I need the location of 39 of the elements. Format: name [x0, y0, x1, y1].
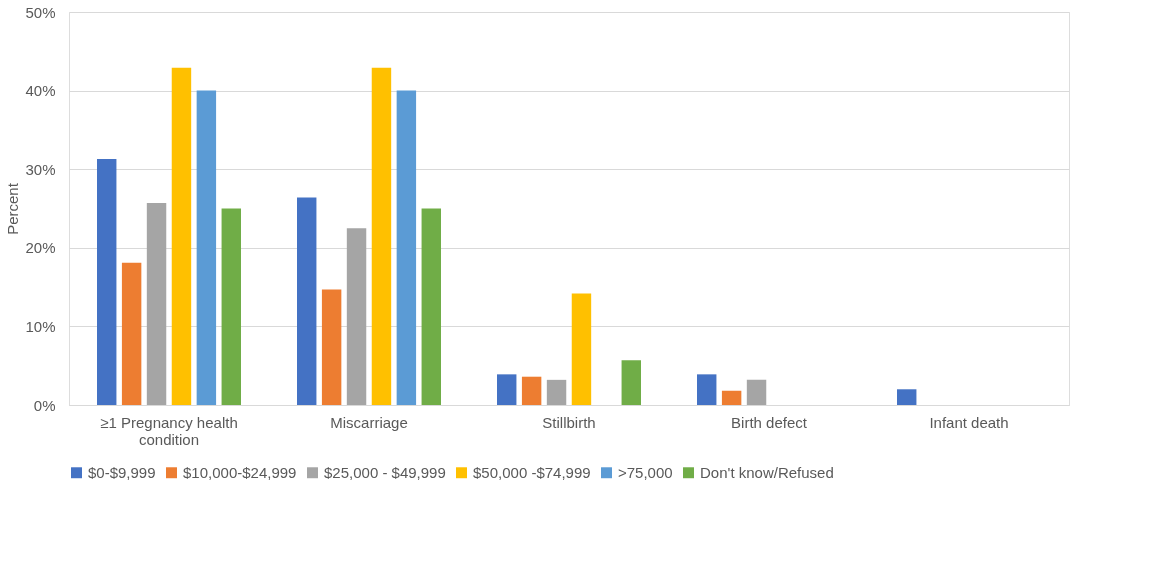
y-tick-label: 30%	[25, 160, 56, 178]
x-tick-label: Infant death	[929, 413, 1009, 431]
legend-label: $0-$9,999	[88, 463, 156, 481]
y-tick-label: 10%	[25, 317, 56, 335]
legend-label: $10,000-$24,999	[183, 463, 297, 481]
y-axis-title: Percent	[4, 182, 22, 235]
x-tick-label: Birth defect	[731, 413, 808, 431]
bar	[321, 289, 342, 405]
bar	[371, 67, 392, 405]
bar	[621, 360, 641, 405]
y-tick-label: 0%	[33, 396, 56, 414]
legend-label: $50,000 -$74,999	[473, 463, 591, 481]
bar	[146, 203, 167, 405]
bar	[97, 158, 117, 405]
y-tick-label: 50%	[25, 3, 56, 21]
bar	[897, 389, 917, 405]
x-tick-label: Stillbirth	[542, 413, 596, 431]
bar	[297, 197, 317, 405]
bar	[221, 208, 241, 405]
bar	[346, 228, 367, 405]
legend-label: $25,000 - $49,999	[324, 463, 446, 481]
x-tick-label: Miscarriage	[330, 413, 408, 431]
bar	[571, 293, 592, 405]
bar	[521, 376, 542, 405]
legend-label: >75,000	[618, 463, 673, 481]
bar	[746, 379, 767, 405]
bar	[421, 208, 441, 405]
bar	[721, 390, 742, 405]
bar	[196, 90, 217, 405]
bar	[171, 67, 192, 405]
bar	[121, 262, 142, 405]
y-tick-label: 40%	[25, 82, 56, 100]
bar	[497, 374, 517, 405]
bar	[546, 379, 567, 405]
y-tick-label: 20%	[25, 239, 56, 257]
x-tick-label: ≥1 Pregnancy health condition	[100, 413, 238, 448]
bar	[396, 90, 417, 405]
legend-label: Don't know/Refused	[700, 463, 834, 481]
bar	[697, 374, 717, 405]
